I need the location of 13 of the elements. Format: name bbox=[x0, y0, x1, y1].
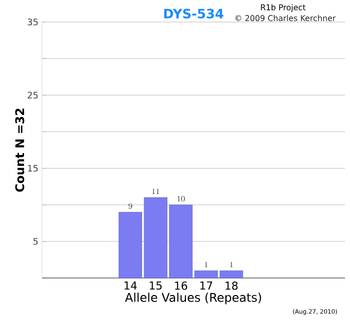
x-tick-label: 14 bbox=[124, 282, 137, 290]
y-tick-label: 5 bbox=[33, 238, 38, 245]
bar bbox=[118, 212, 142, 278]
y-axis-title: Count N =32 bbox=[15, 108, 24, 192]
x-tick-label: 16 bbox=[175, 282, 188, 290]
x-axis-title: Allele Values (Repeats) bbox=[125, 292, 262, 304]
chart-title: DYS-534 bbox=[164, 8, 224, 19]
y-tick-label: 35 bbox=[28, 18, 38, 26]
x-tick-label: 18 bbox=[226, 282, 238, 290]
x-tick-label: 15 bbox=[150, 282, 162, 290]
y-tick-label: 15 bbox=[28, 164, 38, 172]
x-tick-label: 17 bbox=[200, 282, 212, 290]
y-tick-label: 25 bbox=[28, 92, 38, 99]
